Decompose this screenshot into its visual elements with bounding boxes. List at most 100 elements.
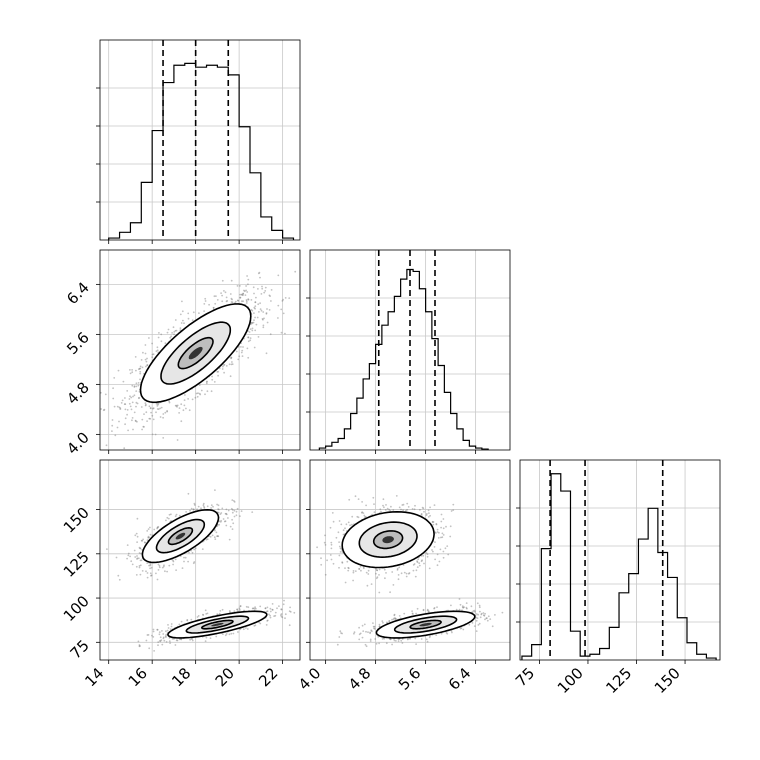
sample-point (398, 506, 401, 509)
sample-point (230, 357, 232, 360)
sample-point (360, 569, 362, 572)
sample-point (130, 560, 133, 563)
sample-point (237, 299, 240, 302)
sample-point (128, 398, 131, 400)
sample-point (349, 524, 351, 527)
hist-bin (351, 414, 357, 450)
sample-point (136, 517, 139, 520)
sample-point (268, 294, 271, 297)
sample-point (239, 605, 242, 607)
sample-point (230, 356, 233, 359)
sample-point (146, 420, 149, 422)
sample-point (174, 644, 177, 646)
sample-point (195, 392, 198, 395)
sample-point (383, 568, 386, 571)
sample-point (361, 511, 364, 513)
x-tick-label: 125 (602, 664, 635, 697)
sample-point (139, 564, 142, 567)
sample-point (246, 275, 249, 277)
sample-point (335, 536, 338, 539)
sample-point (432, 550, 434, 553)
y-tick-label: 125 (60, 548, 93, 581)
sample-point (280, 608, 283, 611)
sample-point (370, 583, 373, 585)
sample-point (441, 532, 444, 535)
sample-point (251, 607, 254, 610)
sample-point (85, 404, 87, 406)
sample-point (150, 574, 152, 577)
sample-point (347, 521, 350, 524)
sample-point (227, 509, 230, 512)
sample-point (134, 420, 137, 422)
sample-point (471, 622, 474, 624)
sample-point (130, 408, 133, 411)
sample-point (418, 562, 421, 565)
sample-point (284, 332, 286, 335)
sample-point (149, 567, 152, 570)
hist-bin (250, 173, 261, 240)
sample-point (376, 569, 378, 572)
sample-point (372, 496, 375, 499)
sample-point (242, 628, 245, 631)
sample-point (249, 339, 252, 342)
sample-point (266, 606, 269, 609)
sample-point (436, 528, 439, 531)
sample-point (444, 547, 447, 550)
sample-point (239, 285, 241, 287)
panel-joint-param-1-param-2: 4.04.85.66.4 (63, 249, 301, 458)
sample-point (378, 574, 380, 576)
sample-point (241, 294, 243, 296)
sample-point (131, 419, 133, 422)
sample-point (232, 632, 235, 635)
sample-point (231, 528, 234, 530)
sample-point (416, 560, 418, 563)
sample-point (240, 293, 243, 296)
sample-point (280, 614, 282, 616)
sample-point (124, 403, 127, 405)
sample-point (255, 323, 258, 326)
sample-point (146, 576, 149, 579)
sample-point (172, 326, 175, 329)
sample-point (215, 531, 218, 534)
sample-point (412, 613, 414, 615)
sample-point (218, 508, 220, 511)
hist-bin (196, 67, 207, 240)
joint-points (85, 270, 297, 450)
sample-point (196, 616, 199, 618)
sample-point (146, 364, 149, 366)
sample-point (188, 551, 190, 554)
panel-joint-param-2-param-3: 4.0 4.8 5.6 6.4 (295, 459, 511, 694)
sample-point (238, 607, 241, 610)
sample-point (342, 533, 345, 536)
sample-point (161, 566, 164, 569)
sample-point (233, 509, 236, 512)
sample-point (253, 306, 256, 309)
sample-point (253, 625, 256, 627)
sample-point (277, 304, 280, 307)
sample-point (288, 624, 291, 627)
sample-point (271, 603, 274, 605)
sample-point (280, 615, 283, 618)
sample-point (202, 504, 205, 507)
sample-point (442, 518, 445, 520)
sample-point (365, 645, 368, 648)
sample-point (173, 331, 176, 333)
hist-bin (451, 414, 457, 450)
sample-point (153, 528, 156, 531)
sample-point (402, 509, 404, 512)
sample-point (422, 608, 425, 611)
sample-point (216, 371, 219, 373)
sample-point (259, 605, 262, 608)
sample-point (144, 541, 147, 544)
sample-point (426, 555, 429, 558)
sample-point (259, 308, 262, 310)
sample-point (129, 395, 131, 398)
sample-point (461, 606, 464, 609)
sample-point (239, 515, 241, 517)
panel-frame (99, 459, 301, 661)
sample-point (362, 512, 365, 514)
sample-point (230, 279, 233, 282)
x-tick-label: 18 (168, 664, 194, 690)
sample-point (139, 573, 142, 576)
x-tick-label: 20 (212, 664, 238, 690)
